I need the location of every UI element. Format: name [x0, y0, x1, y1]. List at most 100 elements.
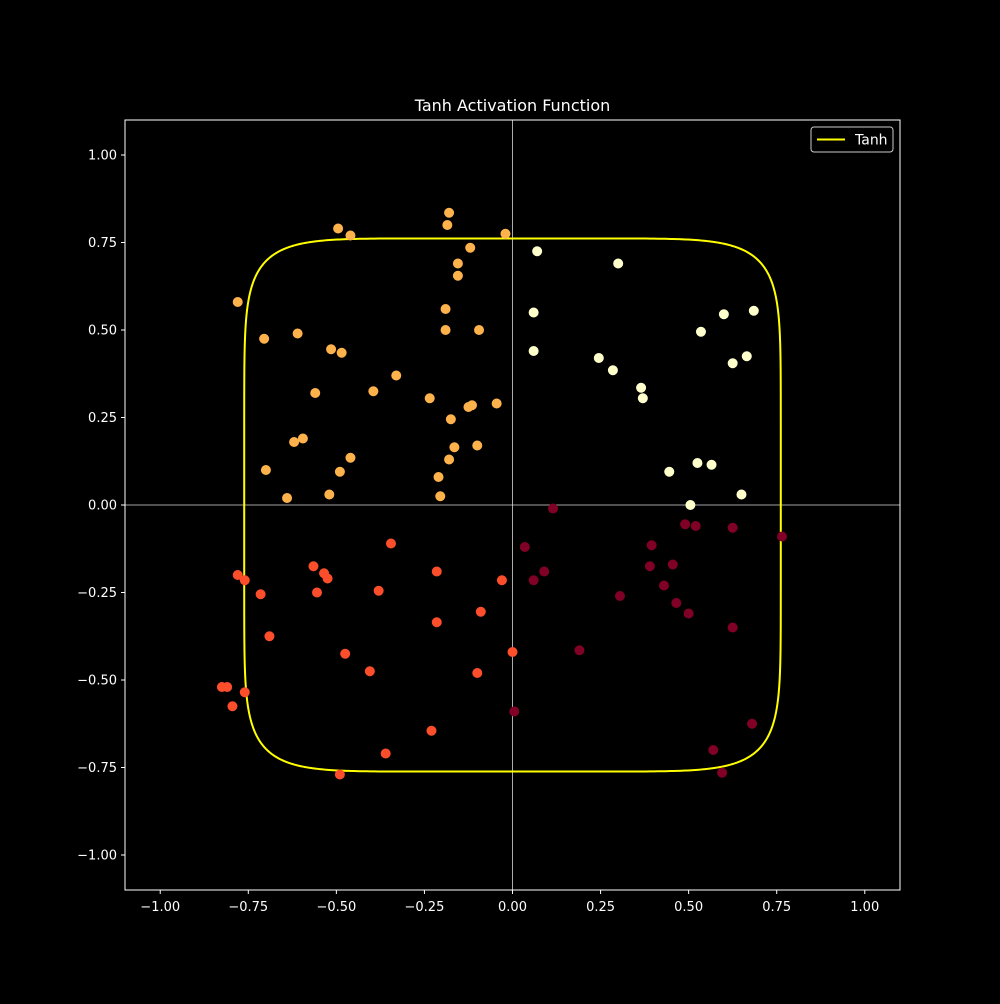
- scatter-point: [500, 228, 511, 239]
- scatter-point: [340, 648, 351, 659]
- scatter-point: [345, 230, 356, 241]
- y-tick-label: 0.75: [88, 236, 117, 251]
- scatter-point: [658, 580, 669, 591]
- scatter-point: [391, 370, 402, 381]
- scatter-point: [474, 325, 485, 335]
- scatter-point: [334, 466, 345, 477]
- scatter-point: [637, 393, 648, 404]
- scatter-point: [435, 491, 446, 502]
- x-tick-label: −0.25: [405, 900, 445, 915]
- scatter-point: [528, 346, 539, 356]
- scatter-point: [424, 393, 435, 404]
- scatter-point: [727, 358, 738, 369]
- y-tick-label: 0.50: [88, 324, 117, 339]
- scatter-point: [509, 706, 520, 717]
- scatter-point: [465, 242, 476, 253]
- scatter-point: [574, 645, 585, 656]
- y-tick-label: −0.25: [77, 586, 117, 601]
- scatter-point: [334, 769, 345, 780]
- scatter-point: [708, 745, 719, 755]
- scatter-point: [433, 472, 444, 482]
- scatter-point: [727, 522, 738, 533]
- x-tick-label: 0.00: [498, 900, 527, 915]
- scatter-point: [507, 647, 518, 657]
- scatter-point: [239, 687, 250, 698]
- scatter-point: [310, 388, 321, 398]
- legend-box: [810, 126, 894, 153]
- scatter-point: [442, 220, 453, 230]
- x-tick-label: 0.75: [762, 900, 791, 915]
- scatter-point: [452, 258, 463, 269]
- scatter-point: [449, 442, 460, 453]
- tanh-curve: [243, 237, 782, 773]
- scatter-point: [776, 531, 787, 542]
- y-tick-label: −1.00: [77, 849, 117, 864]
- y-tick-label: −0.75: [77, 761, 117, 776]
- scatter-point: [336, 347, 347, 358]
- scatter-point: [444, 207, 455, 218]
- x-tick-label: 0.25: [586, 900, 615, 915]
- scatter-point: [373, 585, 384, 596]
- chart-title: Tanh Activation Function: [414, 96, 611, 115]
- scatter-point: [539, 566, 550, 577]
- scatter-point: [718, 309, 729, 320]
- scatter-point: [519, 542, 530, 552]
- scatter-point: [695, 326, 706, 337]
- scatter-point: [282, 493, 293, 503]
- scatter-point: [445, 414, 456, 425]
- scatter-point: [385, 538, 396, 549]
- y-tick-label: −0.50: [77, 674, 117, 689]
- scatter-point: [683, 608, 694, 619]
- scatter-point: [741, 351, 752, 362]
- scatter-point: [239, 575, 250, 586]
- scatter-point: [706, 459, 717, 470]
- scatter-point: [289, 437, 300, 447]
- scatter-point: [426, 725, 437, 736]
- scatter-point: [333, 223, 344, 234]
- scatter-point: [491, 398, 502, 409]
- x-tick-label: −0.75: [228, 900, 268, 915]
- scatter-point: [472, 440, 483, 451]
- scatter-point: [322, 573, 333, 584]
- scatter-point: [680, 519, 691, 530]
- scatter-point: [692, 458, 703, 468]
- scatter-point: [613, 258, 624, 269]
- scatter-point: [452, 270, 463, 281]
- scatter-point: [690, 521, 701, 531]
- scatter-point: [259, 333, 270, 344]
- scatter-point: [593, 353, 604, 363]
- scatter-point: [444, 454, 455, 465]
- scatter-point: [324, 489, 335, 500]
- scatter-point: [736, 489, 747, 500]
- scatter-point: [727, 622, 738, 633]
- x-tick-label: −0.50: [316, 900, 356, 915]
- scatter-point: [431, 617, 442, 628]
- scatter-point: [646, 540, 657, 551]
- scatter-point: [260, 465, 271, 475]
- scatter-point: [232, 570, 243, 580]
- scatter-point: [364, 666, 375, 677]
- scatter-point: [475, 606, 486, 617]
- scatter-point: [496, 575, 507, 586]
- legend-label-tanh: Tanh: [854, 133, 888, 149]
- y-tick-label: 0.00: [88, 499, 117, 514]
- scatter-point: [326, 344, 337, 355]
- y-tick-label: 0.25: [88, 411, 117, 426]
- scatter-point: [685, 500, 696, 510]
- scatter-point: [664, 466, 675, 477]
- scatter-point: [748, 305, 759, 316]
- scatter-point: [528, 575, 539, 586]
- scatter-point: [440, 304, 451, 314]
- scatter-point: [607, 365, 618, 376]
- scatter-point: [232, 297, 243, 307]
- scatter-point: [614, 591, 625, 601]
- scatter-point: [667, 559, 678, 570]
- scatter-point: [472, 668, 483, 678]
- scatter-point: [528, 307, 539, 318]
- scatter-point: [440, 325, 451, 335]
- scatter-point: [717, 767, 728, 778]
- scatter-point: [264, 631, 275, 642]
